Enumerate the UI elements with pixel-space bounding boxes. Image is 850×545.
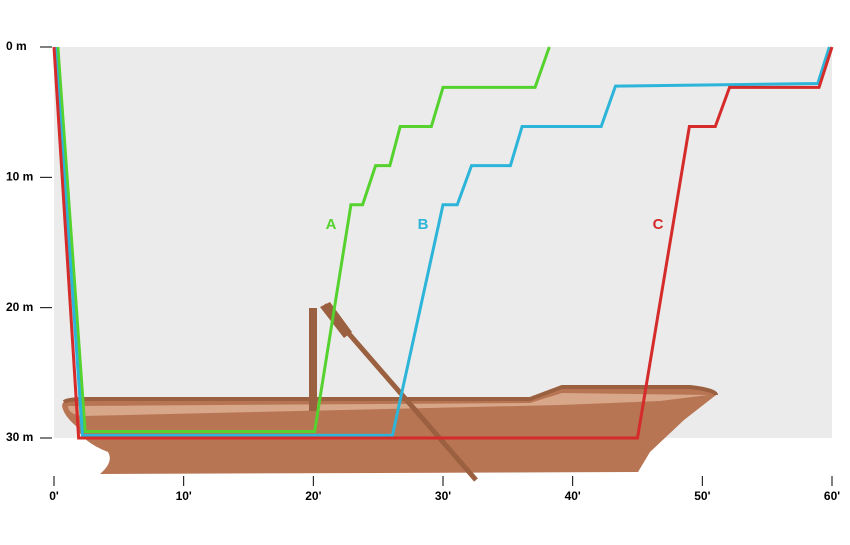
y-tick-label: 10 m: [6, 170, 33, 184]
plot-background: [54, 47, 832, 438]
series-line: [52, 46, 834, 440]
series-line: [56, 46, 551, 433]
y-tick-label: 20 m: [6, 300, 33, 314]
x-tick-label: 20': [305, 489, 321, 503]
y-tick-label: 30 m: [6, 430, 33, 444]
boat-post: [309, 308, 317, 411]
x-tick-label: 40': [565, 489, 581, 503]
oar: [322, 303, 478, 482]
series-line: [53, 46, 831, 437]
x-tick-label: 50': [694, 489, 710, 503]
x-tick-label: 60': [824, 489, 840, 503]
boat: [62, 302, 718, 482]
x-tick-label: 10': [176, 489, 192, 503]
series-label: B: [418, 216, 429, 233]
series-label: A: [326, 216, 337, 233]
x-tick-label: 0': [49, 489, 59, 503]
oar-blade: [320, 302, 352, 338]
boat-inner: [68, 393, 708, 416]
series-label: C: [653, 216, 664, 233]
y-tick-label: 0 m: [6, 39, 27, 53]
x-tick-label: 30': [435, 489, 451, 503]
boat-rim: [62, 385, 718, 404]
